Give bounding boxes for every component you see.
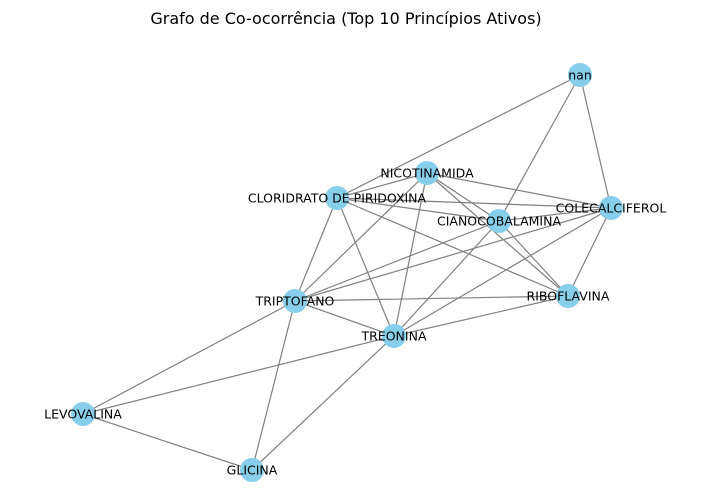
edge-piridoxina-colecalciferol (336, 197, 612, 209)
node-label-piridoxina: CLORIDRATO DE PIRIDOXINA (248, 191, 427, 206)
node-label-cianocobalamina: CIANOCOBALAMINA (437, 214, 561, 229)
edge-triptofano-glicina (251, 300, 296, 471)
labels-layer: nan NICOTINAMIDA CLORIDRATO DE PIRIDOXINA C… (44, 68, 666, 478)
edge-nicotinamida-colecalciferol (426, 172, 612, 209)
edge-piridoxina-treonina (336, 197, 395, 337)
edge-nicotinamida-piridoxina (336, 172, 428, 199)
edge-nicotinamida-treonina (393, 172, 428, 337)
node-label-riboflavina: RIBOFLAVINA (527, 289, 610, 304)
node-label-levovalina: LEVOVALINA (44, 407, 122, 422)
node-nicotinamida (415, 161, 439, 185)
edge-treonina-glicina (251, 335, 395, 471)
edge-colecalciferol-treonina (393, 207, 612, 337)
edge-treonina-levovalina (82, 335, 395, 415)
edge-colecalciferol-triptofano (294, 207, 612, 302)
node-piridoxina (325, 186, 349, 210)
edge-riboflavina-treonina (393, 295, 569, 337)
edge-piridoxina-cianocobalamina (336, 197, 500, 222)
edge-cianocobalamina-triptofano (294, 220, 500, 302)
node-label-nan: nan (568, 68, 592, 83)
node-treonina (382, 324, 406, 348)
node-label-nicotinamida: NICOTINAMIDA (380, 166, 474, 181)
nodes-layer (71, 63, 623, 482)
node-label-triptofano: TRIPTOFANO (255, 294, 335, 309)
node-cianocobalamina (487, 209, 511, 233)
node-label-treonina: TREONINA (361, 329, 427, 344)
node-colecalciferol (599, 196, 623, 220)
edges-layer (82, 74, 612, 471)
edge-cianocobalamina-treonina (393, 220, 500, 337)
edge-piridoxina-triptofano (294, 197, 338, 302)
edge-piridoxina-riboflavina (336, 197, 569, 297)
node-levovalina (71, 402, 95, 426)
node-nan (568, 63, 592, 87)
node-triptofano (283, 289, 307, 313)
edge-cianocobalamina-colecalciferol (498, 207, 612, 222)
edge-triptofano-levovalina (82, 300, 296, 415)
edge-riboflavina-triptofano (294, 295, 569, 302)
node-riboflavina (556, 284, 580, 308)
edge-nicotinamida-triptofano (294, 172, 428, 302)
edge-colecalciferol-riboflavina (567, 207, 612, 297)
node-label-colecalciferol: COLECALCIFEROL (556, 201, 667, 216)
node-label-glicina: GLICINA (227, 463, 278, 478)
graph-title: Grafo de Co-ocorrência (Top 10 Princípio… (150, 9, 541, 28)
edge-nicotinamida-cianocobalamina (426, 172, 500, 222)
edge-nan-cianocobalamina (498, 74, 581, 222)
edge-levovalina-glicina (82, 413, 253, 471)
edge-nan-piridoxina (336, 74, 581, 199)
edge-triptofano-treonina (294, 300, 395, 337)
edge-nicotinamida-riboflavina (426, 172, 569, 297)
edge-nan-colecalciferol (579, 74, 612, 209)
edge-cianocobalamina-riboflavina (498, 220, 569, 297)
node-glicina (240, 458, 264, 482)
